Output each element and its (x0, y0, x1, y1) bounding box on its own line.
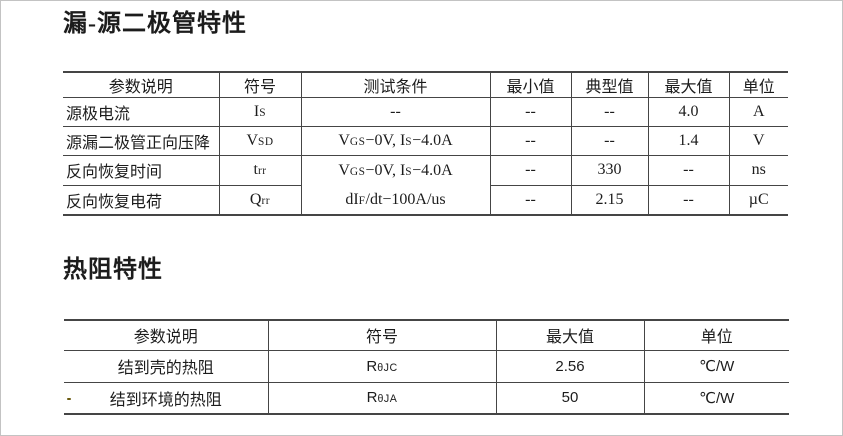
col-header-unit: 单位 (643, 320, 789, 351)
table-row: 结到环境的热阻 RθJA 50 ℃/W (64, 382, 789, 415)
col-header-test-condition: 测试条件 (300, 72, 490, 98)
table-row: 结到壳的热阻 RθJC 2.56 ℃/W (64, 350, 789, 383)
cell-symbol: Qrr (218, 185, 301, 216)
col-header-parameter: 参数说明 (63, 72, 219, 98)
table-row: 反向恢复时间 trr VGS−0V, IS−4.0A dIF/dt−100A/u… (63, 155, 788, 216)
cell-parameter: 结到壳的热阻 (64, 350, 268, 383)
test-condition-line-1: VGS−0V, IS−4.0A (338, 162, 453, 179)
col-header-min: 最小值 (489, 72, 571, 98)
cell-min: -- (489, 126, 571, 156)
cell-test-condition: -- (300, 97, 490, 127)
cell-parameter: 源极电流 (63, 97, 219, 127)
cell-max: 2.56 (495, 350, 644, 383)
cell-unit: µC (728, 185, 788, 216)
test-condition-line-2: dIF/dt−100A/us (345, 191, 446, 208)
col-header-max: 最大值 (495, 320, 644, 351)
cell-unit: ℃/W (643, 350, 789, 383)
cell-parameter: 结到环境的热阻 (64, 382, 268, 415)
cell-parameter: 源漏二极管正向压降 (63, 126, 219, 156)
cell-max: -- (647, 185, 729, 216)
col-header-symbol: 符号 (218, 72, 301, 98)
cell-typ: 330 (570, 155, 648, 186)
cell-test-condition: VGS−0V, IS−4.0A (300, 126, 490, 156)
cell-unit: ℃/W (643, 382, 789, 415)
cell-min: -- (489, 155, 571, 186)
cell-max: 50 (495, 382, 644, 415)
cell-max: 4.0 (647, 97, 729, 127)
section-title-diode-characteristics: 漏-源二极管特性 (63, 11, 247, 37)
col-header-typ: 典型值 (570, 72, 648, 98)
table-row: 源极电流 IS -- -- -- 4.0 A (63, 97, 788, 127)
cell-min: -- (489, 97, 571, 127)
cell-max: -- (647, 155, 729, 186)
diode-characteristics-table: 参数说明 符号 测试条件 最小值 典型值 最大值 单位 源极电流 IS -- -… (63, 71, 788, 216)
col-header-symbol: 符号 (267, 320, 496, 351)
cell-parameter: 反向恢复电荷 (63, 185, 219, 216)
table-row: 源漏二极管正向压降 VSD VGS−0V, IS−4.0A -- -- 1.4 … (63, 126, 788, 156)
table-row: 反向恢复电荷 Qrr -- 2.15 -- µC (63, 185, 788, 216)
table-header-row: 参数说明 符号 最大值 单位 (64, 320, 789, 351)
cell-unit: A (728, 97, 788, 127)
cell-max: 1.4 (647, 126, 729, 156)
cell-unit: ns (728, 155, 788, 186)
cell-parameter: 反向恢复时间 (63, 155, 219, 186)
cell-test-condition-merged: VGS−0V, IS−4.0A dIF/dt−100A/us (300, 155, 490, 216)
cell-symbol: VSD (218, 126, 301, 156)
cell-symbol: RθJC (267, 350, 496, 383)
thermal-resistance-table: 参数说明 符号 最大值 单位 结到壳的热阻 RθJC 2.56 ℃/W 结到环境… (64, 319, 789, 415)
cell-typ: -- (570, 97, 648, 127)
col-header-max: 最大值 (647, 72, 729, 98)
col-header-unit: 单位 (728, 72, 788, 98)
section-title-thermal-resistance: 热阻特性 (63, 257, 163, 283)
table-header-row: 参数说明 符号 测试条件 最小值 典型值 最大值 单位 (63, 72, 788, 98)
cell-symbol: RθJA (267, 382, 496, 415)
cell-typ: -- (570, 126, 648, 156)
stray-mark-artifact (67, 398, 71, 400)
cell-min: -- (489, 185, 571, 216)
col-header-parameter: 参数说明 (64, 320, 268, 351)
cell-typ: 2.15 (570, 185, 648, 216)
cell-unit: V (728, 126, 788, 156)
cell-symbol: IS (218, 97, 301, 127)
cell-symbol: trr (218, 155, 301, 186)
